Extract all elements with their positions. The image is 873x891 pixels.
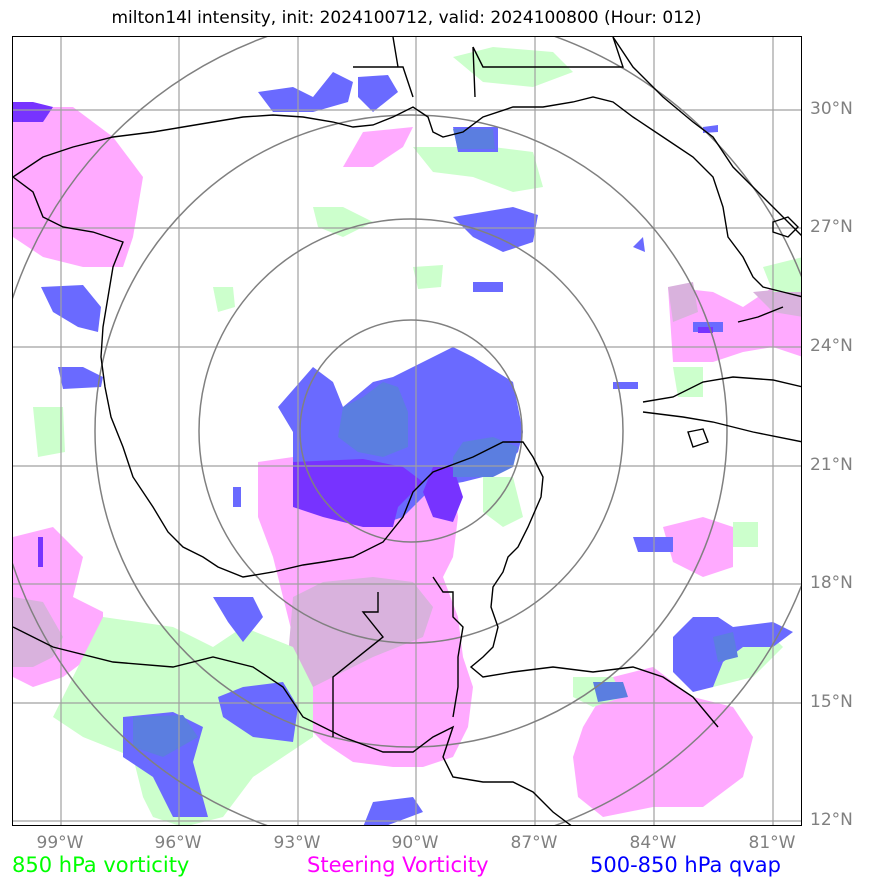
lat-tick-label: 27°N	[810, 217, 853, 237]
lon-tick-label: 93°W	[273, 833, 321, 853]
lon-tick-label: 84°W	[629, 833, 677, 853]
lat-tick-label: 18°N	[810, 573, 853, 593]
lon-tick-label: 87°W	[510, 833, 558, 853]
map-title: milton14l intensity, init: 2024100712, v…	[111, 8, 702, 28]
legend-850-vorticity: 850 hPa vorticity	[12, 853, 190, 877]
qvap-steering-overlap	[13, 102, 713, 567]
lon-tick-label: 99°W	[36, 833, 84, 853]
keys	[737, 306, 784, 323]
isla-juventud	[687, 428, 709, 448]
cuba-south	[642, 411, 801, 443]
gulf-coast-texas-mexico	[13, 176, 719, 728]
island	[772, 216, 799, 238]
yucatan-border	[332, 576, 464, 737]
range-ring-1	[299, 319, 523, 543]
pacific-coast	[13, 626, 572, 825]
gridlines	[13, 37, 801, 825]
lat-tick-label: 24°N	[810, 336, 853, 356]
lat-tick-label: 21°N	[810, 455, 853, 475]
map-canvas	[13, 37, 801, 825]
us-gulf-coast	[13, 96, 801, 298]
range-rings	[13, 37, 801, 825]
lat-tick-label: 15°N	[810, 692, 853, 712]
range-ring-3	[94, 114, 728, 748]
cuba	[642, 376, 801, 403]
lon-tick-label: 81°W	[748, 833, 796, 853]
range-ring-2	[198, 218, 624, 644]
lat-tick-label: 12°N	[810, 810, 853, 830]
florida-east	[612, 37, 801, 236]
legend-steering-vorticity: Steering Vorticity	[307, 853, 489, 877]
qvap-vorticity-overlap	[133, 129, 738, 757]
us-state-borders	[353, 37, 624, 98]
coastlines	[13, 37, 801, 825]
lat-tick-label: 30°N	[810, 99, 853, 119]
lon-tick-label: 90°W	[391, 833, 439, 853]
lon-tick-label: 96°W	[154, 833, 202, 853]
map-panel	[12, 36, 802, 826]
overlap-field	[13, 282, 801, 687]
legend-qvap: 500-850 hPa qvap	[590, 853, 781, 877]
